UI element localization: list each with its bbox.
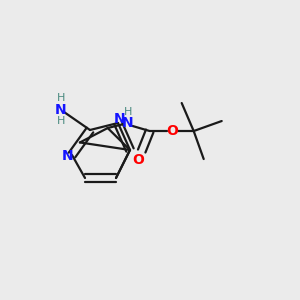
Text: N: N — [62, 149, 74, 163]
Text: N: N — [122, 116, 134, 130]
Text: O: O — [132, 153, 144, 167]
Text: H: H — [57, 116, 65, 126]
Text: N: N — [114, 112, 126, 126]
Text: H: H — [124, 107, 132, 117]
Text: H: H — [57, 93, 65, 103]
Text: O: O — [166, 124, 178, 138]
Text: N: N — [55, 103, 67, 117]
